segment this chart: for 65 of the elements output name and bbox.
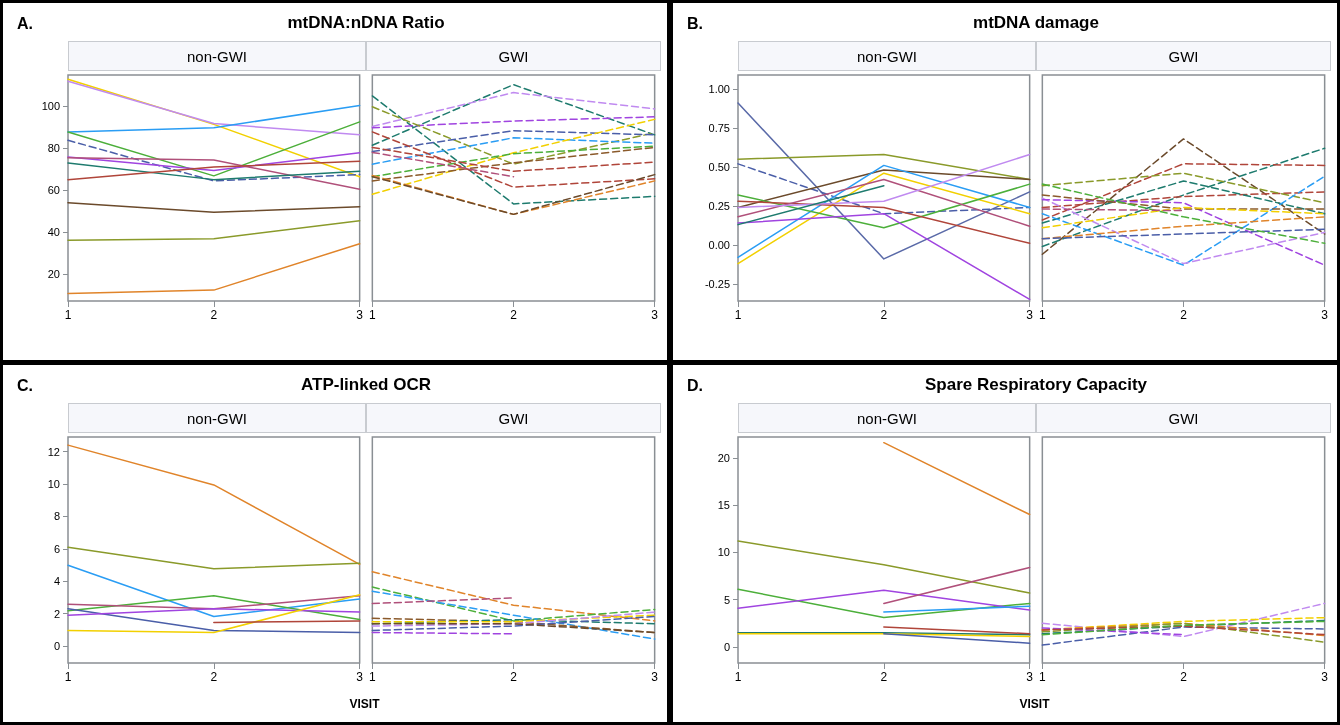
y-tick-label: 0.50: [708, 160, 730, 173]
chart-title: Spare Respiratory Capacity: [923, 375, 1148, 395]
x-tick-label: 3: [1026, 670, 1034, 684]
y-tick-label: 0: [723, 640, 730, 653]
y-tick-label: 60: [47, 184, 60, 197]
y-tick-label: 10: [717, 546, 730, 559]
y-tick-label: 0: [53, 639, 60, 652]
x-tick-label: 1: [368, 308, 376, 322]
y-tick-label: 2: [53, 607, 60, 620]
x-tick-label: 2: [880, 308, 888, 322]
y-tick-label: 4: [53, 575, 60, 588]
x-tick-label: 1: [64, 308, 72, 322]
text: B.: [687, 15, 703, 33]
y-tick-label: 0.25: [708, 199, 730, 212]
y-tick-label: 5: [723, 593, 730, 606]
x-tick-label: 1: [734, 308, 742, 322]
x-tick-label: 1: [1038, 670, 1046, 684]
chart-title: mtDNA:nDNA Ratio: [286, 13, 446, 33]
x-tick-label: 3: [651, 308, 659, 322]
x-tick-label: 1: [1038, 308, 1046, 322]
x-tick-label: 2: [510, 308, 518, 322]
x-tick-label: 3: [356, 308, 364, 322]
y-tick-label: 10: [47, 477, 60, 490]
y-tick-label: -0.25: [704, 277, 730, 290]
chart-subtitle: GWI: [366, 41, 661, 71]
chart-subtitle: GWI: [1036, 41, 1331, 71]
x-tick-label: 1: [734, 670, 742, 684]
y-tick-label: 100: [41, 100, 60, 113]
y-tick-label: 12: [47, 445, 60, 458]
chart-subtitle: non-GWI: [68, 41, 366, 71]
text: C.: [17, 377, 33, 395]
x-tick-label: 1: [368, 670, 376, 684]
y-tick-label: 20: [47, 267, 60, 280]
y-tick-label: 8: [53, 510, 60, 523]
y-tick-label: 15: [717, 499, 730, 512]
chart-title: ATP-linked OCR: [300, 375, 432, 395]
y-tick-label: 0.75: [708, 121, 730, 134]
y-tick-label: 20: [717, 451, 730, 464]
chart-title: mtDNA damage: [972, 13, 1100, 33]
chart-subtitle: non-GWI: [738, 41, 1036, 71]
y-tick-label: 80: [47, 142, 60, 155]
x-tick-label: 2: [510, 670, 518, 684]
x-tick-label: 2: [210, 670, 218, 684]
x-tick-label: 2: [1180, 670, 1188, 684]
x-axis-title: VISIT: [1018, 697, 1051, 711]
y-tick-label: 40: [47, 225, 60, 238]
text: D.: [687, 377, 703, 395]
x-tick-label: 2: [1180, 308, 1188, 322]
x-tick-label: 3: [1026, 308, 1034, 322]
chart-subtitle: non-GWI: [738, 403, 1036, 433]
chart-subtitle: GWI: [1036, 403, 1331, 433]
x-tick-label: 2: [880, 670, 888, 684]
y-tick-label: 0.00: [708, 238, 730, 251]
x-tick-label: 3: [1321, 670, 1329, 684]
x-tick-label: 3: [651, 670, 659, 684]
x-tick-label: 2: [210, 308, 218, 322]
x-axis-title: VISIT: [348, 697, 381, 711]
x-tick-label: 1: [64, 670, 72, 684]
chart-subtitle: GWI: [366, 403, 661, 433]
y-tick-label: 6: [53, 542, 60, 555]
text: A.: [17, 15, 33, 33]
chart-subtitle: non-GWI: [68, 403, 366, 433]
x-tick-label: 3: [1321, 308, 1329, 322]
x-tick-label: 3: [356, 670, 364, 684]
y-tick-label: 1.00: [708, 83, 730, 96]
